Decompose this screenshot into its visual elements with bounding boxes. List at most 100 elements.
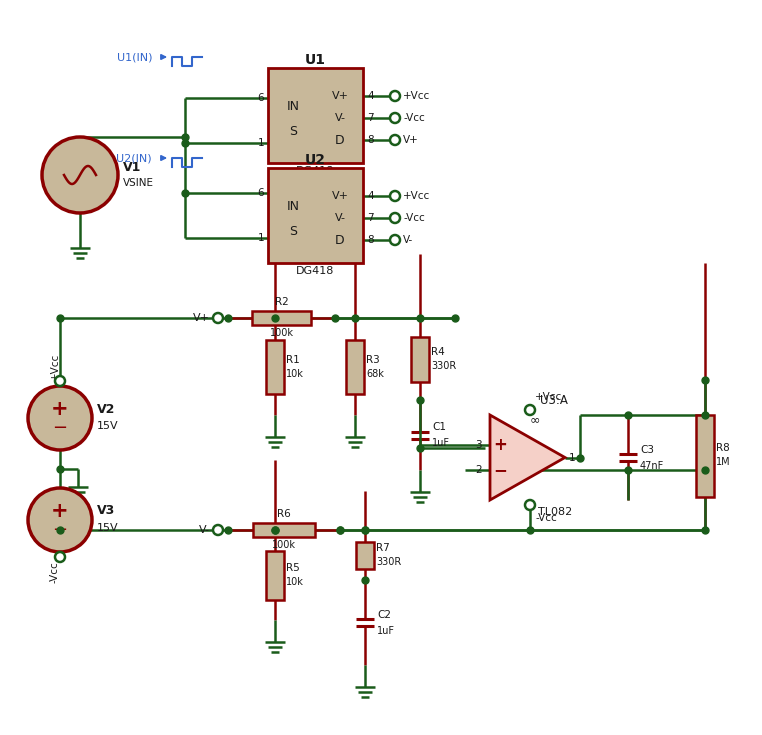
Circle shape [42, 137, 118, 213]
Text: +: + [51, 501, 69, 521]
Circle shape [213, 525, 223, 535]
Text: IN: IN [287, 199, 299, 212]
Circle shape [390, 235, 400, 245]
Text: V+: V+ [193, 313, 210, 323]
Circle shape [28, 386, 92, 450]
Text: 3: 3 [475, 440, 482, 450]
Text: V-: V- [199, 525, 210, 535]
Text: 10k: 10k [286, 368, 304, 379]
Text: R5: R5 [286, 563, 299, 573]
Text: V1: V1 [123, 160, 142, 173]
Text: R4: R4 [431, 347, 445, 357]
Text: C1: C1 [432, 422, 446, 432]
Bar [346, 340, 364, 394]
Bar [253, 523, 315, 537]
Text: R7: R7 [376, 543, 389, 553]
Text: 8: 8 [367, 135, 373, 145]
Text: U2: U2 [305, 153, 326, 167]
Text: V2: V2 [97, 403, 115, 415]
Text: D: D [335, 234, 345, 246]
Text: -Vcc: -Vcc [403, 113, 424, 123]
Text: U2(IN): U2(IN) [117, 153, 152, 163]
Text: -Vcc: -Vcc [535, 513, 557, 523]
Text: ∞: ∞ [530, 414, 540, 426]
Text: VSINE: VSINE [123, 178, 154, 188]
Text: −: − [53, 419, 68, 437]
Text: 330R: 330R [376, 557, 402, 567]
Circle shape [390, 213, 400, 223]
Bar [268, 168, 363, 263]
Text: -Vcc: -Vcc [403, 213, 424, 223]
Text: R8: R8 [716, 443, 730, 453]
Circle shape [390, 191, 400, 201]
Text: DG418: DG418 [296, 266, 335, 276]
Text: C3: C3 [640, 445, 654, 454]
Text: S: S [289, 124, 297, 137]
Text: −: − [493, 462, 507, 479]
Text: C2: C2 [377, 609, 391, 620]
Text: 2: 2 [475, 465, 482, 476]
Bar [411, 337, 429, 382]
Text: 1M: 1M [716, 457, 731, 467]
Circle shape [28, 488, 92, 552]
Bar [266, 340, 284, 394]
Bar [356, 542, 374, 569]
Text: 1: 1 [258, 138, 264, 148]
Text: V-: V- [335, 113, 345, 123]
Text: 8: 8 [367, 235, 373, 245]
Circle shape [390, 113, 400, 123]
Text: 7: 7 [367, 113, 373, 123]
Text: V-: V- [403, 235, 413, 245]
Text: DG418: DG418 [296, 166, 335, 176]
Text: −: − [53, 521, 68, 539]
Circle shape [55, 552, 65, 562]
Text: D: D [335, 134, 345, 146]
Text: R3: R3 [366, 354, 379, 365]
Text: V-: V- [335, 213, 345, 223]
Text: 1uF: 1uF [432, 438, 450, 448]
Circle shape [213, 313, 223, 323]
Text: 10k: 10k [286, 577, 304, 587]
Text: +Vcc: +Vcc [403, 191, 431, 201]
Text: TL082: TL082 [538, 507, 572, 517]
Circle shape [525, 405, 535, 415]
Text: 330R: 330R [431, 361, 456, 371]
Text: +Vcc: +Vcc [50, 352, 60, 379]
Text: S: S [289, 224, 297, 237]
Text: U1(IN): U1(IN) [117, 52, 152, 62]
Text: +Vcc: +Vcc [403, 91, 431, 101]
Bar [252, 311, 311, 325]
Circle shape [390, 135, 400, 145]
Text: R1: R1 [286, 354, 299, 365]
Text: 47nF: 47nF [640, 461, 664, 470]
Bar [268, 68, 363, 163]
Text: R2: R2 [274, 297, 288, 307]
Text: 100k: 100k [270, 328, 293, 338]
Polygon shape [490, 415, 565, 500]
Text: V+: V+ [331, 191, 348, 201]
Circle shape [390, 91, 400, 101]
Text: U1: U1 [305, 53, 326, 67]
Bar [266, 551, 284, 600]
Circle shape [525, 500, 535, 510]
Text: 6: 6 [258, 188, 264, 198]
Text: 4: 4 [367, 191, 373, 201]
Text: 15V: 15V [97, 523, 119, 533]
Text: R6: R6 [277, 509, 291, 519]
Text: IN: IN [287, 99, 299, 112]
Circle shape [55, 376, 65, 386]
Text: V+: V+ [331, 91, 348, 101]
Text: 68k: 68k [366, 368, 384, 379]
Text: 6: 6 [258, 93, 264, 103]
Text: 7: 7 [367, 213, 373, 223]
Text: 100k: 100k [272, 540, 296, 550]
Text: 15V: 15V [97, 421, 119, 431]
Bar [696, 415, 714, 497]
Text: 4: 4 [367, 91, 373, 101]
Text: +: + [51, 399, 69, 419]
Text: U3:A: U3:A [540, 393, 568, 406]
Text: V+: V+ [403, 135, 419, 145]
Text: 1: 1 [258, 233, 264, 243]
Text: 1: 1 [569, 453, 575, 462]
Text: +Vcc: +Vcc [535, 392, 562, 402]
